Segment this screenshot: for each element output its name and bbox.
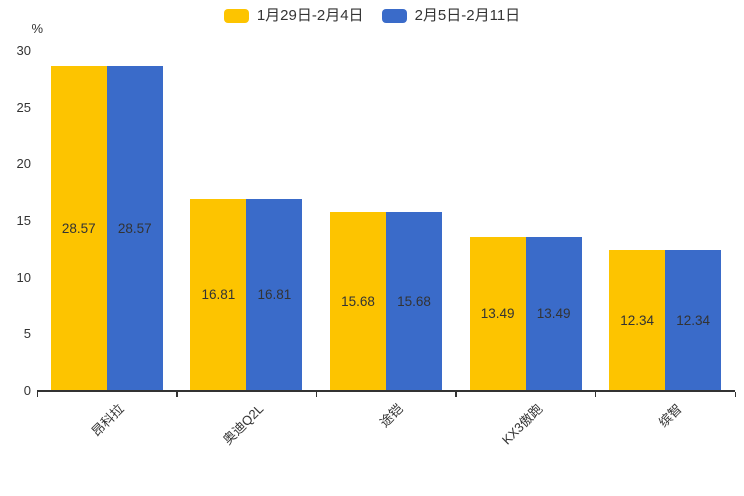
legend-swatch-blue-icon — [381, 9, 407, 23]
bar-series2-cat4[interactable]: 13.49 — [525, 237, 582, 390]
bar-series1-cat5[interactable]: 12.34 — [609, 250, 666, 390]
bar-value-label: 15.68 — [397, 293, 431, 309]
bar-value-label: 12.34 — [676, 312, 711, 328]
x-axis-line — [37, 390, 735, 392]
y-tick-label: 30 — [16, 43, 31, 58]
bar-series2-cat3[interactable]: 15.68 — [386, 212, 442, 390]
bar-value-label: 16.81 — [201, 287, 236, 303]
bar-value-label: 16.81 — [257, 287, 292, 303]
y-axis-unit-label: % — [31, 21, 43, 36]
bar-series2-cat1[interactable]: 28.57 — [106, 66, 163, 390]
y-tick-label: 0 — [23, 383, 31, 398]
x-category-label: 昂科拉 — [88, 401, 127, 440]
bar-series1-cat1[interactable]: 28.57 — [50, 66, 107, 390]
bar-value-label: 28.57 — [61, 220, 96, 236]
bar-series1-cat3[interactable]: 15.68 — [330, 212, 386, 390]
bar-value-label: 12.34 — [620, 312, 655, 328]
legend-label-week2: 2月5日-2月11日 — [414, 7, 521, 24]
legend-label-week1: 1月29日-2月4日 — [256, 7, 364, 24]
y-tick-label: 25 — [16, 99, 31, 115]
legend: 1月29日-2月4日 2月5日-2月11日 — [0, 7, 744, 25]
legend-item-week2[interactable]: 2月5日-2月11日 — [381, 7, 521, 25]
x-tick-mark — [176, 392, 178, 397]
x-category-label: 途铠 — [376, 401, 406, 431]
bar-value-label: 13.49 — [480, 306, 515, 322]
x-category-label: 奥迪Q2L — [219, 401, 267, 448]
x-tick-mark — [594, 392, 597, 397]
x-category-label: KX3傲跑 — [498, 401, 546, 448]
bar-series1-cat2[interactable]: 16.81 — [190, 199, 247, 390]
x-tick-mark — [734, 392, 736, 397]
bar-value-label: 13.49 — [536, 306, 571, 322]
legend-item-week1[interactable]: 1月29日-2月4日 — [223, 7, 364, 25]
bar-value-label: 15.68 — [341, 293, 375, 309]
y-tick-label: 15 — [16, 213, 31, 228]
x-tick-mark — [36, 392, 38, 397]
bar-value-label: 28.57 — [117, 220, 152, 236]
y-tick-label: 5 — [23, 326, 31, 342]
x-tick-mark — [315, 392, 318, 397]
bar-series2-cat2[interactable]: 16.81 — [246, 199, 303, 390]
x-category-label: 缤智 — [655, 401, 685, 431]
x-tick-mark — [455, 392, 457, 397]
bar-series2-cat5[interactable]: 12.34 — [665, 250, 722, 390]
bar-series1-cat4[interactable]: 13.49 — [469, 237, 526, 390]
legend-swatch-yellow-icon — [223, 9, 249, 23]
y-tick-label: 20 — [16, 156, 31, 172]
y-tick-label: 10 — [16, 269, 31, 285]
